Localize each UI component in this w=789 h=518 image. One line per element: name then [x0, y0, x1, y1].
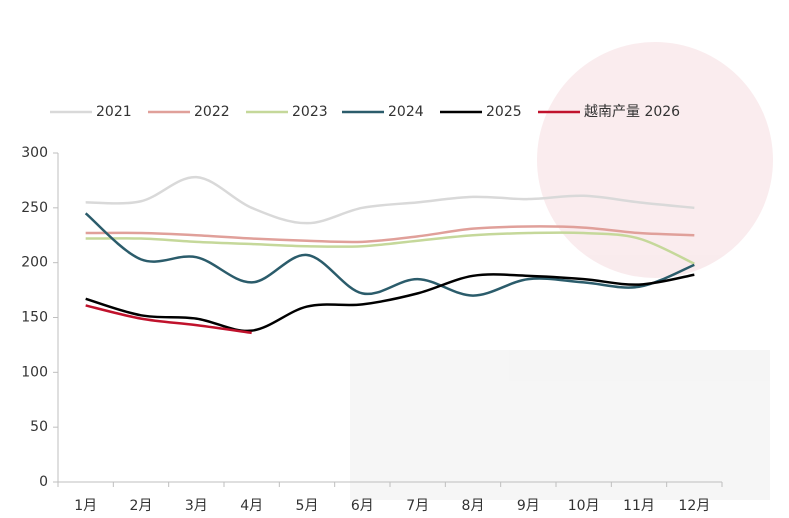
y-tick-label: 200 [21, 255, 48, 271]
legend-label: 2023 [292, 104, 328, 120]
x-tick-label: 4月 [240, 498, 263, 514]
legend-label: 越南产量 2026 [584, 104, 680, 120]
line [85, 273, 695, 333]
x-tick-label: 2月 [130, 498, 153, 514]
x-tick-label: 11月 [623, 498, 655, 514]
legend-label: 2025 [486, 104, 522, 120]
x-tick-label: 6月 [351, 498, 374, 514]
legend-label: 2021 [96, 104, 132, 120]
x-tick-label: 1月 [74, 498, 97, 514]
line [85, 175, 695, 225]
y-tick-label: 150 [21, 310, 48, 326]
x-tick-label: 10月 [568, 498, 600, 514]
y-tick-label: 50 [30, 419, 48, 435]
y-tick-label: 300 [21, 145, 48, 161]
x-tick-label: 3月 [185, 498, 208, 514]
x-tick-label: 8月 [462, 498, 485, 514]
x-tick-label: 5月 [296, 498, 319, 514]
line [84, 212, 695, 297]
legend-label: 2022 [194, 104, 230, 120]
x-tick-label: 9月 [517, 498, 540, 514]
legend-label: 2024 [388, 104, 424, 120]
x-tick-label: 7月 [406, 498, 429, 514]
watermark [350, 42, 773, 500]
line [85, 231, 695, 265]
x-tick-label: 12月 [678, 498, 710, 514]
line [85, 304, 252, 335]
line [85, 225, 695, 244]
y-tick-label: 250 [21, 200, 48, 216]
y-tick-label: 0 [39, 474, 48, 490]
y-tick-label: 100 [21, 364, 48, 380]
